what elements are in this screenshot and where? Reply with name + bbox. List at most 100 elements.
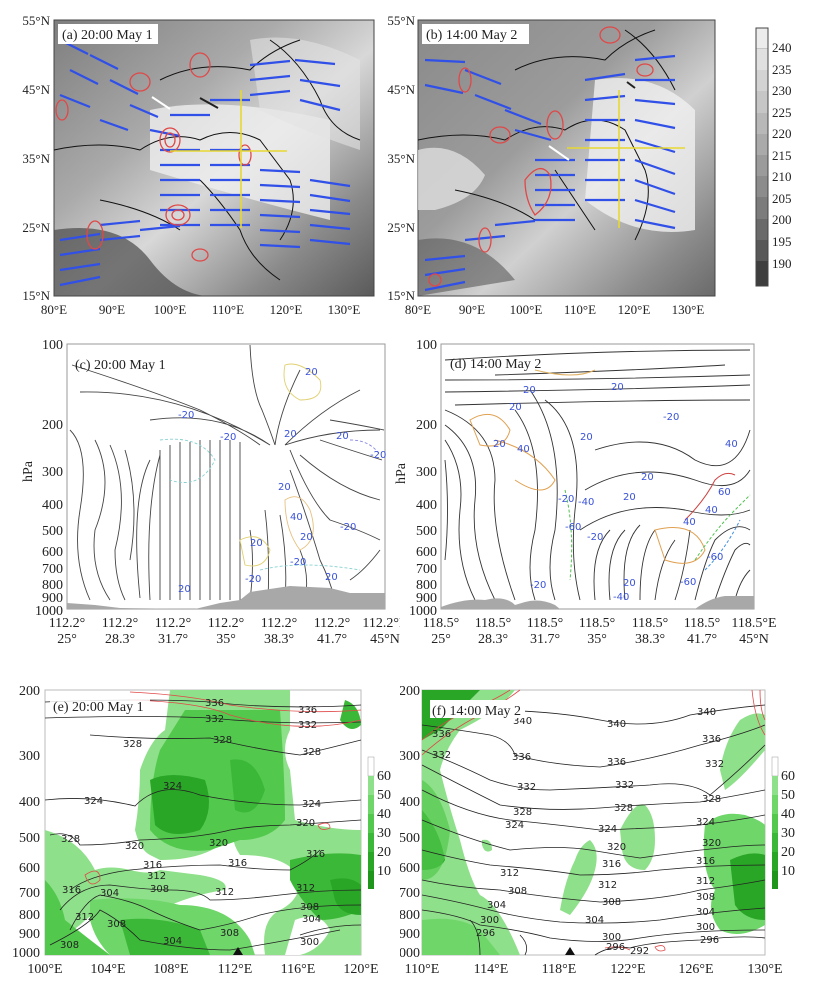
svg-text:400: 400 (400, 795, 420, 810)
svg-text:1000: 1000 (12, 946, 40, 961)
svg-text:312: 312 (147, 871, 166, 882)
svg-text:40: 40 (725, 439, 738, 450)
svg-text:304: 304 (487, 900, 506, 911)
svg-text:312: 312 (696, 876, 715, 887)
tbb-colorbar: 240 235 230 225 220 215 210 205 200 195 … (755, 27, 792, 287)
white-arrow-icon (548, 145, 570, 161)
svg-text:324: 324 (505, 820, 524, 831)
lon-tick: 80°E (41, 302, 67, 317)
svg-text:20: 20 (305, 367, 318, 378)
colorbar-label: 230 (772, 83, 792, 98)
svg-text:800: 800 (400, 908, 420, 923)
svg-text:100: 100 (42, 338, 63, 353)
terrain (441, 596, 754, 609)
svg-text:130°E: 130°E (747, 962, 782, 977)
svg-text:308: 308 (696, 892, 715, 903)
svg-text:20: 20 (250, 538, 263, 549)
svg-text:316: 316 (143, 860, 162, 871)
panel-e-plot: 336 336 332 332 328 328 328 324 324 324 328 320… (12, 684, 391, 977)
svg-text:308: 308 (300, 902, 319, 913)
svg-text:118.5°: 118.5° (632, 616, 669, 631)
svg-text:312: 312 (598, 880, 617, 891)
svg-text:60: 60 (377, 769, 391, 784)
svg-text:118.5°: 118.5° (684, 616, 721, 631)
colorbar-label: 195 (772, 234, 792, 249)
svg-text:324: 324 (302, 799, 321, 810)
panel-a-title-box (58, 24, 158, 44)
svg-text:1000: 1000 (409, 604, 437, 619)
lon-tick: 130°E (328, 302, 361, 317)
svg-text:100: 100 (416, 338, 437, 353)
panel-e-title-box (50, 696, 150, 714)
svg-text:20: 20 (284, 429, 297, 440)
svg-text:122°E: 122°E (610, 962, 645, 977)
svg-text:-20: -20 (178, 410, 194, 421)
lon-tick: 80°E (405, 302, 431, 317)
svg-text:332: 332 (615, 780, 634, 791)
svg-text:800: 800 (42, 578, 63, 593)
svg-text:332: 332 (432, 750, 451, 761)
svg-text:112.2°: 112.2° (49, 616, 86, 631)
svg-text:112.2°: 112.2° (208, 616, 245, 631)
lon-tick: 110°E (564, 302, 596, 317)
lat-tick: 25°N (387, 220, 415, 235)
svg-text:35°: 35° (587, 632, 607, 647)
svg-text:316: 316 (306, 849, 325, 860)
svg-text:31.7°: 31.7° (530, 632, 560, 647)
pressure-ticks: 200 300 400 500 600 700 800 900 1000 (12, 684, 40, 961)
svg-text:400: 400 (42, 498, 63, 513)
svg-text:200: 200 (416, 418, 437, 433)
y-axis-label: hPa (21, 460, 36, 482)
svg-text:316: 316 (696, 856, 715, 867)
svg-text:104°E: 104°E (90, 962, 125, 977)
rh-colorbar: 60 50 40 30 20 10 (771, 756, 795, 889)
svg-text:-20: -20 (290, 557, 306, 568)
svg-text:324: 324 (163, 781, 182, 792)
svg-text:332: 332 (705, 759, 724, 770)
svg-text:316: 316 (228, 858, 247, 869)
svg-text:500: 500 (42, 524, 63, 539)
svg-text:600: 600 (42, 545, 63, 560)
svg-text:312: 312 (215, 887, 234, 898)
svg-text:292: 292 (630, 946, 649, 957)
svg-text:20: 20 (377, 845, 391, 860)
svg-text:110°E: 110°E (405, 962, 440, 977)
svg-text:20: 20 (641, 472, 654, 483)
panel-d-title: (d) 14:00 May 2 (450, 357, 541, 372)
lon-tick: 90°E (459, 302, 485, 317)
svg-text:100°E: 100°E (27, 962, 62, 977)
svg-text:118°E: 118°E (542, 962, 577, 977)
panel-c: -20 -20 20 20 20 -20 20 40 20 -20 20 -20 20 -20… (0, 330, 400, 650)
panel-a-title: (a) 20:00 May 1 (62, 28, 153, 43)
svg-text:324: 324 (598, 824, 617, 835)
svg-text:332: 332 (298, 720, 317, 731)
svg-text:600: 600 (400, 861, 420, 876)
section-x-ticks: 112.2° 112.2° 112.2° 112.2° 112.2° 112.2… (49, 616, 400, 647)
svg-text:112.2°: 112.2° (261, 616, 298, 631)
svg-text:328: 328 (513, 807, 532, 818)
svg-text:300: 300 (696, 922, 715, 933)
lat-tick: 35°N (22, 151, 50, 166)
svg-text:340: 340 (513, 716, 532, 727)
lon-tick: 100°E (510, 302, 543, 317)
svg-text:296: 296 (700, 935, 719, 946)
svg-text:296: 296 (606, 942, 625, 953)
svg-text:308: 308 (107, 919, 126, 930)
svg-text:900: 900 (400, 927, 420, 942)
black-arrow-icon (626, 81, 636, 89)
svg-text:-20: -20 (558, 494, 574, 505)
svg-text:336: 336 (205, 698, 224, 709)
svg-text:200: 200 (42, 418, 63, 433)
svg-text:50: 50 (377, 788, 391, 803)
svg-text:336: 336 (512, 752, 531, 763)
svg-text:300: 300 (602, 932, 621, 943)
svg-text:35°: 35° (216, 632, 236, 647)
svg-text:308: 308 (150, 884, 169, 895)
plot-frame (66, 343, 386, 610)
svg-text:118.5°: 118.5° (579, 616, 616, 631)
svg-text:336: 336 (432, 729, 451, 740)
svg-text:10: 10 (377, 864, 391, 879)
svg-text:300: 300 (400, 749, 420, 764)
svg-text:324: 324 (696, 817, 715, 828)
